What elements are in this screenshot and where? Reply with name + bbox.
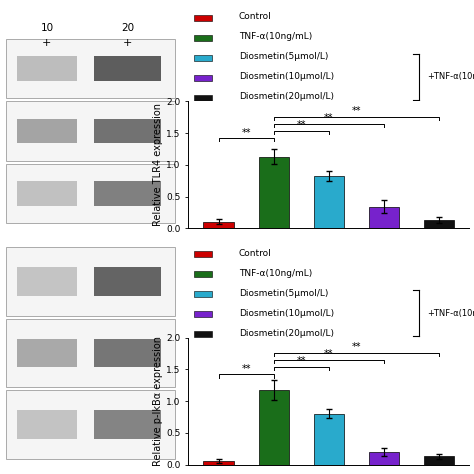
Text: **: ** <box>324 349 334 359</box>
Text: Diosmetin(10μmol/L): Diosmetin(10μmol/L) <box>239 309 334 318</box>
Text: Diosmetin(20μmol/L): Diosmetin(20μmol/L) <box>239 328 334 337</box>
Bar <box>7 39 175 99</box>
Bar <box>17 56 77 81</box>
Bar <box>194 271 212 277</box>
Bar <box>369 452 399 465</box>
Bar <box>194 35 212 41</box>
Text: Diosmetin(20μmol/L): Diosmetin(20μmol/L) <box>239 92 334 101</box>
Bar <box>7 101 175 161</box>
Text: Diosmetin(5μmol/L): Diosmetin(5μmol/L) <box>239 52 328 61</box>
Text: **: ** <box>241 364 251 374</box>
Bar <box>94 56 162 81</box>
Text: TNF-α(10ng/mL): TNF-α(10ng/mL) <box>239 269 312 278</box>
Text: 20: 20 <box>121 23 135 33</box>
Bar <box>7 391 175 458</box>
Bar <box>258 390 289 465</box>
Text: +: + <box>42 37 52 47</box>
Bar <box>194 15 212 21</box>
Bar <box>203 222 234 228</box>
Bar <box>7 164 175 223</box>
Bar <box>7 319 175 387</box>
Bar <box>194 251 212 257</box>
Text: **: ** <box>352 106 361 116</box>
Bar <box>424 220 454 228</box>
Text: Diosmetin(10μmol/L): Diosmetin(10μmol/L) <box>239 72 334 81</box>
Bar <box>7 247 175 316</box>
Bar <box>94 267 162 296</box>
Bar <box>203 461 234 465</box>
Bar <box>17 118 77 144</box>
Bar <box>424 456 454 465</box>
Text: 10: 10 <box>40 23 54 33</box>
Bar <box>369 207 399 228</box>
Text: **: ** <box>296 356 306 366</box>
Text: +: + <box>123 37 133 47</box>
Text: **: ** <box>296 120 306 130</box>
Bar <box>94 181 162 206</box>
Bar <box>194 95 212 101</box>
Bar <box>94 118 162 144</box>
Text: TNF-α(10ng/mL): TNF-α(10ng/mL) <box>239 32 312 41</box>
Text: Control: Control <box>239 248 272 257</box>
Bar <box>314 414 344 465</box>
Y-axis label: Relative p-IkBα expression: Relative p-IkBα expression <box>154 336 164 466</box>
Bar <box>194 75 212 81</box>
Bar <box>194 311 212 317</box>
Text: **: ** <box>352 342 361 352</box>
Bar <box>194 291 212 297</box>
Bar <box>194 55 212 61</box>
Text: +TNF-α(10ng/m: +TNF-α(10ng/m <box>427 309 474 318</box>
Bar <box>17 339 77 367</box>
Text: **: ** <box>324 113 334 123</box>
Text: Control: Control <box>239 12 272 21</box>
Bar <box>17 181 77 206</box>
Y-axis label: Relative TLR4 expression: Relative TLR4 expression <box>154 103 164 226</box>
Bar <box>17 267 77 296</box>
Text: +TNF-α(10ng/m: +TNF-α(10ng/m <box>427 72 474 81</box>
Bar <box>194 331 212 337</box>
Bar <box>94 339 162 367</box>
Bar <box>94 410 162 439</box>
Bar <box>314 176 344 228</box>
Text: Diosmetin(5μmol/L): Diosmetin(5μmol/L) <box>239 289 328 298</box>
Text: **: ** <box>241 128 251 137</box>
Bar <box>258 156 289 228</box>
Bar <box>17 410 77 439</box>
